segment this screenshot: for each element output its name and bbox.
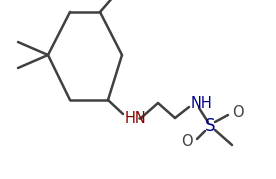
Text: HN: HN — [125, 110, 147, 125]
Text: O: O — [232, 105, 244, 120]
Text: S: S — [205, 117, 215, 135]
Text: NH: NH — [191, 96, 213, 110]
Text: O: O — [181, 134, 193, 149]
